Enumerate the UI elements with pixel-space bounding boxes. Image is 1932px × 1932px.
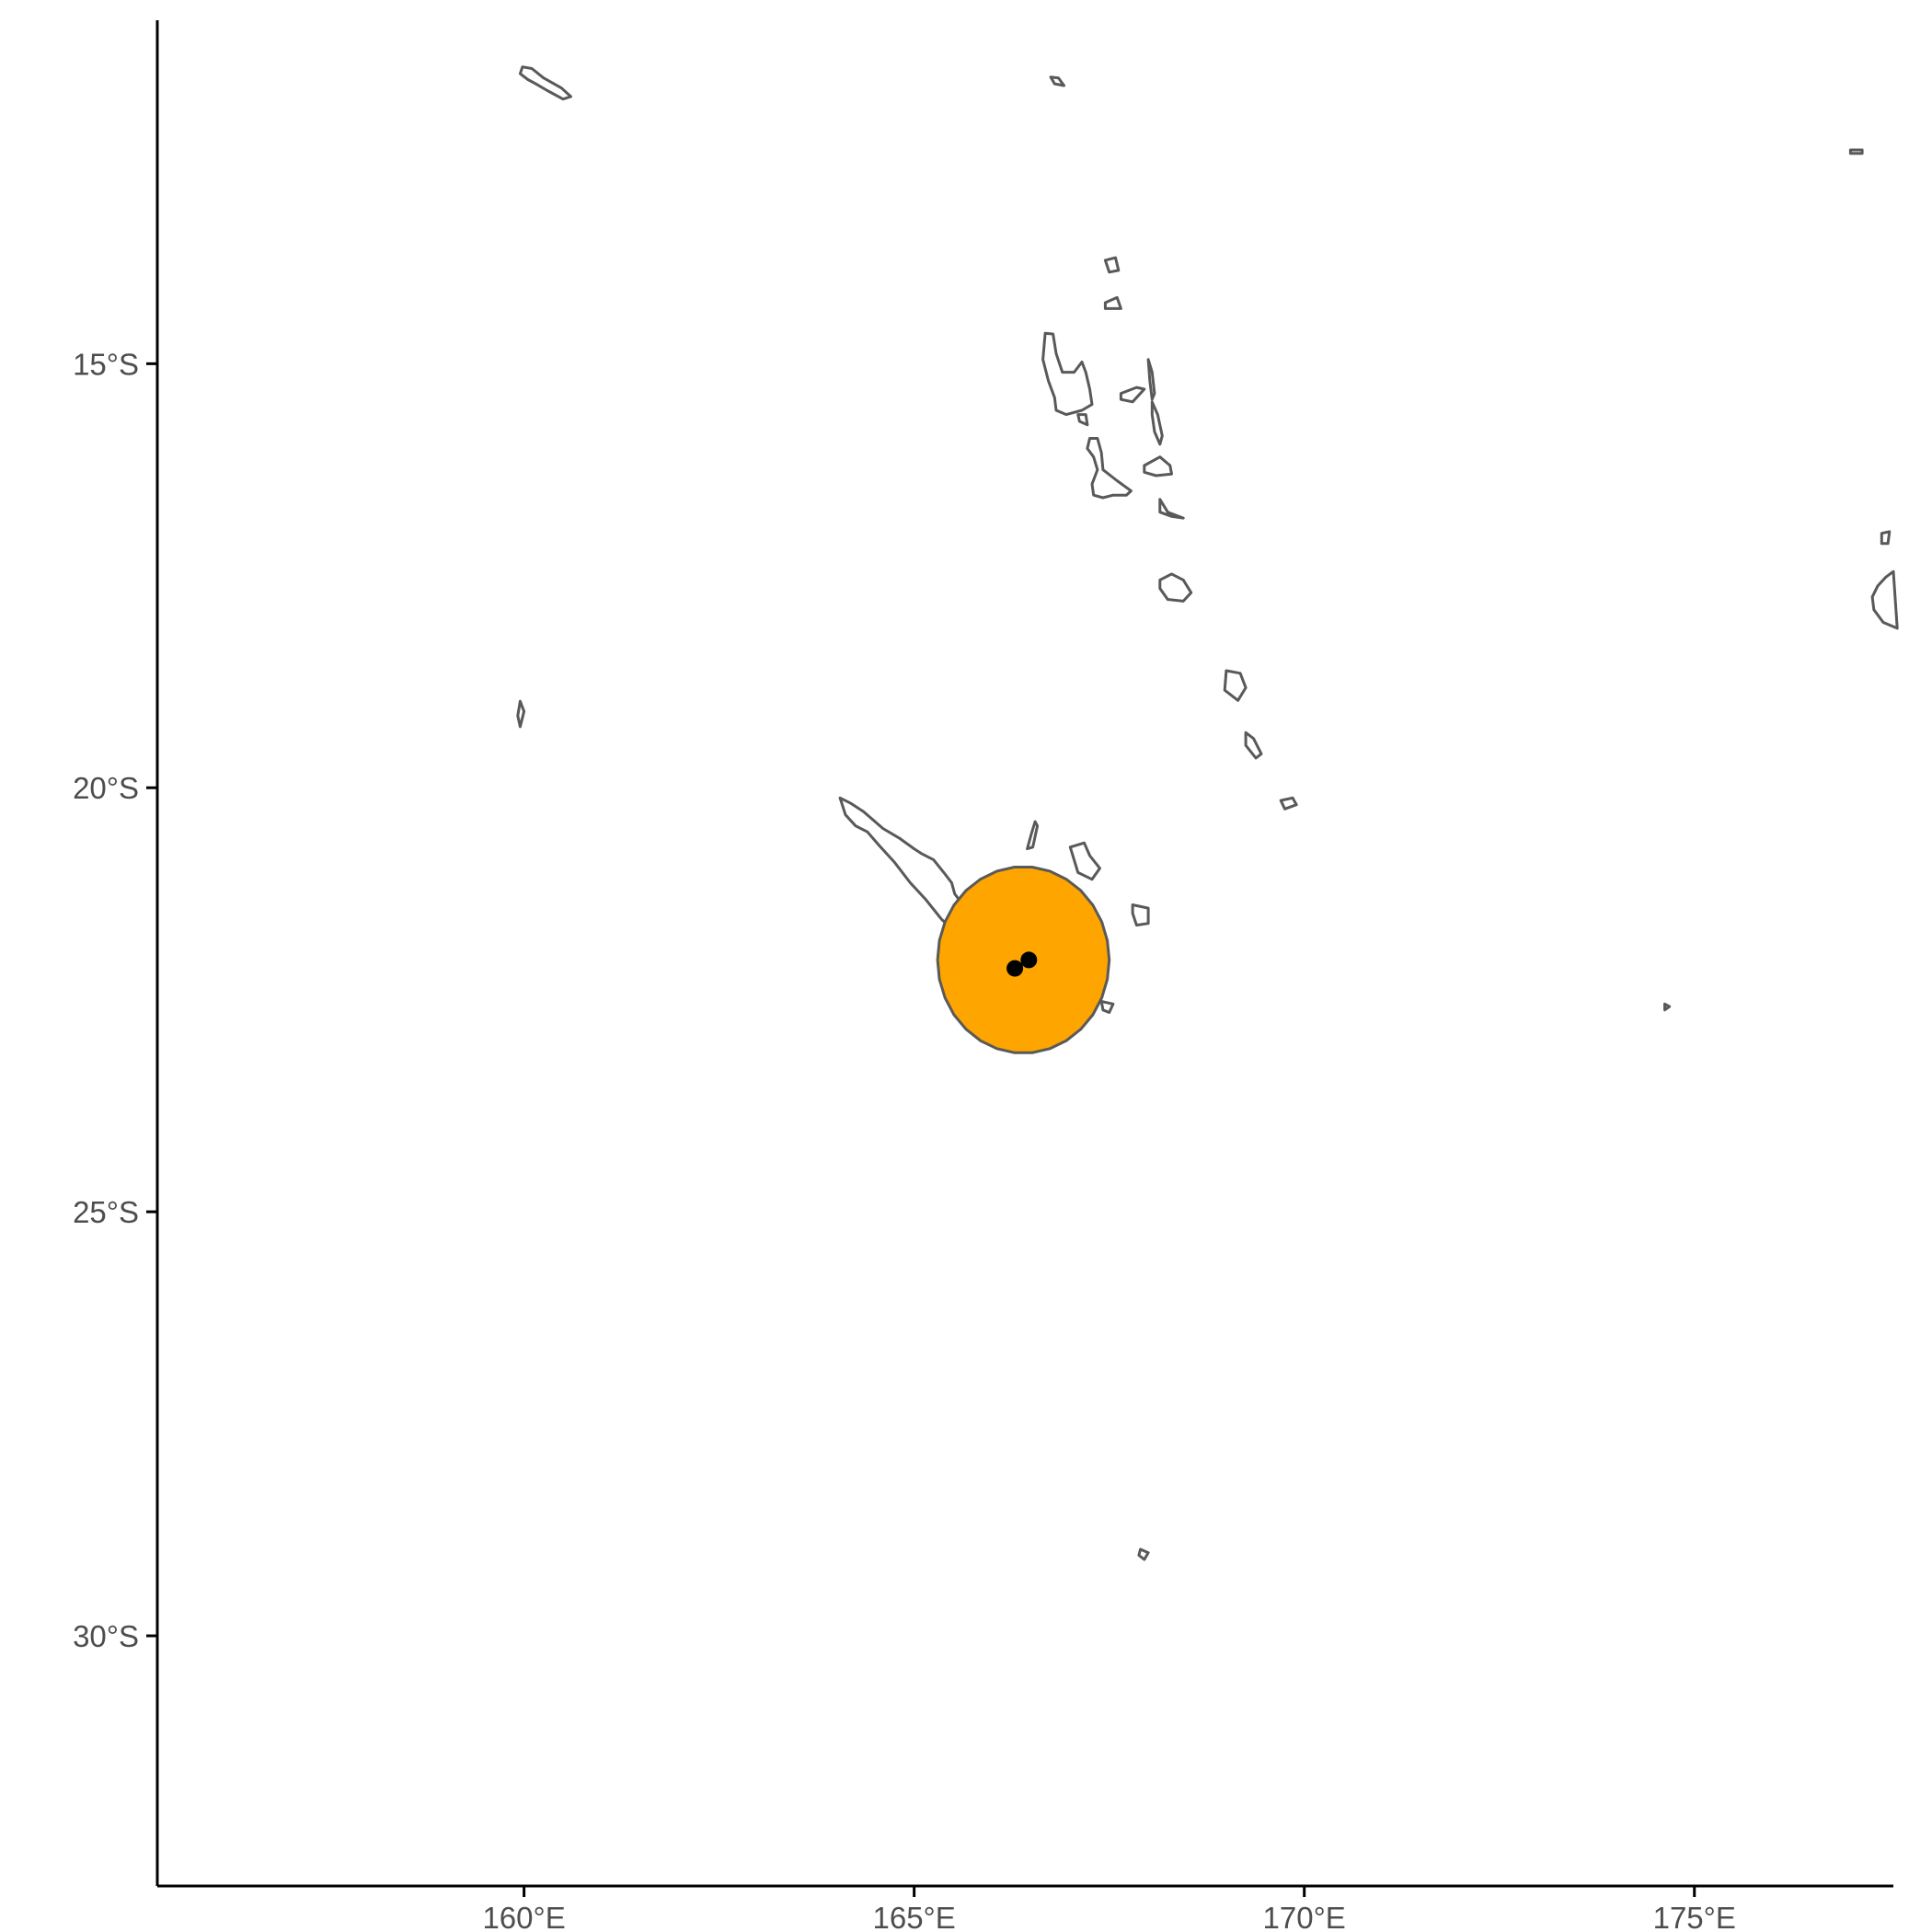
land-polygon: [1119, 385, 1146, 404]
land-polygon: [1143, 455, 1173, 477]
x-tick-label: 165°E: [873, 1901, 956, 1932]
land-polygon: [1150, 400, 1164, 446]
land-polygon: [1663, 1002, 1672, 1012]
land-polygon: [516, 699, 526, 729]
land-layer: [516, 65, 1899, 1561]
x-tick-label: 160°E: [482, 1901, 565, 1932]
land-polygon: [1279, 796, 1298, 811]
land-polygon: [1103, 295, 1122, 310]
land-polygon: [1086, 437, 1133, 500]
land-polygon: [1131, 903, 1150, 927]
location-point: [1020, 951, 1038, 969]
land-polygon: [1870, 569, 1899, 630]
land-polygon: [1068, 841, 1101, 881]
land-polygon: [1137, 1547, 1150, 1561]
x-tick-label: 175°E: [1653, 1901, 1736, 1932]
land-polygon: [1244, 730, 1263, 760]
x-tick-label: 170°E: [1263, 1901, 1346, 1932]
location-point: [1006, 960, 1024, 977]
land-polygon: [1158, 498, 1185, 520]
land-polygon: [1848, 148, 1864, 155]
land-polygon: [1076, 413, 1089, 427]
land-polygon: [1099, 1000, 1115, 1014]
land-polygon: [518, 65, 572, 101]
land-polygon: [1223, 669, 1248, 702]
land-polygon: [1880, 530, 1892, 546]
y-tick-label: 20°S: [73, 771, 139, 805]
land-polygon: [1158, 572, 1193, 603]
y-tick-label: 30°S: [73, 1619, 139, 1653]
point-layer: [1006, 951, 1038, 977]
land-polygon: [1026, 820, 1040, 851]
land-polygon: [1049, 75, 1065, 87]
y-tick-label: 15°S: [73, 347, 139, 381]
land-polygon: [1103, 256, 1121, 274]
land-polygon: [1041, 331, 1094, 417]
axes: 160°E 165°E 170°E 175°E 15°S 20°S 25°S 30°S: [73, 20, 1893, 1932]
land-polygon: [1146, 358, 1156, 401]
y-tick-label: 25°S: [73, 1195, 139, 1229]
